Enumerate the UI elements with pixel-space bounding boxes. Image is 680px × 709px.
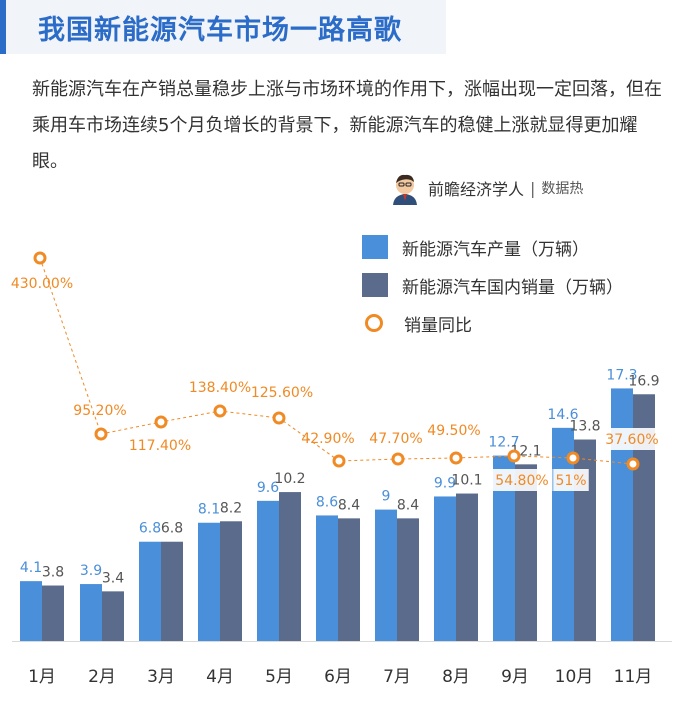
bar-production (316, 515, 338, 641)
bar-production (80, 584, 102, 641)
title-bar: 我国新能源汽车市场一路高歌 (0, 0, 446, 54)
x-tick-label: 5月 (265, 667, 293, 687)
yoy-label: 37.60% (605, 432, 658, 448)
bar-production (611, 388, 633, 641)
yoy-point (33, 251, 47, 265)
data-label-production: 6.8 (139, 521, 161, 537)
data-label-sales: 3.4 (102, 570, 124, 586)
legend-swatch-sales (362, 273, 388, 297)
yoy-point (272, 411, 286, 425)
data-label-sales: 10.1 (451, 473, 482, 489)
data-label-sales: 8.2 (220, 500, 242, 516)
yoy-label: 117.40% (129, 438, 191, 454)
yoy-label: 47.70% (369, 431, 422, 447)
bar-production (375, 509, 397, 641)
yoy-label-background (553, 469, 589, 491)
x-tick-label: 10月 (555, 667, 594, 687)
data-label-production: 17.3 (606, 367, 637, 383)
x-tick-label: 8月 (442, 667, 470, 687)
data-label-production: 9.6 (257, 480, 279, 496)
bar-sales (102, 591, 124, 641)
x-tick-label: 7月 (383, 667, 411, 687)
yoy-point (507, 449, 521, 463)
bar-production (20, 581, 42, 641)
bar-sales (42, 585, 64, 641)
bar-production (434, 496, 456, 641)
legend-label-production: 新能源汽车产量（万辆） (402, 239, 589, 260)
data-label-sales: 6.8 (161, 521, 183, 537)
bar-production (493, 455, 515, 641)
yoy-label-background (601, 428, 663, 450)
bar-sales (456, 493, 478, 641)
legend-item-production: 新能源汽车产量（万辆） (362, 228, 623, 266)
author-subtitle: 数据热 (541, 181, 584, 197)
yoy-label: 125.60% (251, 385, 313, 401)
yoy-point (213, 404, 227, 418)
x-tick-label: 6月 (324, 667, 352, 687)
data-label-production: 3.9 (80, 563, 102, 579)
yoy-point (626, 457, 640, 471)
data-label-sales: 10.2 (274, 471, 305, 487)
bar-sales (161, 541, 183, 641)
chart-legend: 新能源汽车产量（万辆） 新能源汽车国内销量（万辆） 销量同比 (362, 228, 623, 342)
yoy-point (566, 451, 580, 465)
x-tick-label: 9月 (501, 667, 529, 687)
data-label-production: 9 (382, 489, 391, 505)
bar-sales (633, 394, 655, 641)
yoy-label: 54.80% (495, 473, 548, 489)
yoy-label: 138.40% (189, 380, 251, 396)
bar-sales (338, 518, 360, 641)
data-label-sales: 3.8 (42, 565, 64, 581)
legend-label-sales: 新能源汽车国内销量（万辆） (402, 277, 623, 298)
data-label-production: 8.6 (316, 494, 338, 510)
yoy-label: 95.20% (73, 403, 126, 419)
yoy-label: 42.90% (301, 431, 354, 447)
bar-production (257, 500, 279, 641)
yoy-point (154, 415, 168, 429)
data-label-sales: 8.4 (338, 497, 360, 513)
legend-swatch-production (362, 235, 388, 259)
bar-sales (515, 464, 537, 641)
bar-production (139, 541, 161, 641)
data-label-sales: 13.8 (569, 419, 600, 435)
legend-item-yoy: 销量同比 (362, 304, 623, 342)
legend-item-sales: 新能源汽车国内销量（万辆） (362, 266, 623, 304)
yoy-label: 49.50% (427, 423, 480, 439)
data-label-production: 8.1 (198, 502, 220, 518)
bar-sales (220, 521, 242, 641)
author-credit: 前瞻经济学人 | 数据热 (388, 170, 583, 206)
description-text: 新能源汽车在产销总量稳步上涨与市场环境的作用下，涨幅出现一定回落，但在乘用车市场… (32, 79, 662, 172)
data-label-production: 9.9 (434, 475, 456, 491)
bar-sales (279, 492, 301, 641)
x-tick-label: 4月 (206, 667, 234, 687)
x-tick-label: 1月 (28, 667, 56, 687)
yoy-point (332, 454, 346, 468)
data-label-production: 14.6 (547, 407, 578, 423)
page-title: 我国新能源汽车市场一路高歌 (38, 15, 402, 46)
yoy-label: 430.00% (11, 276, 73, 292)
x-tick-label: 3月 (147, 667, 175, 687)
yoy-point (449, 451, 463, 465)
data-label-sales: 8.4 (397, 497, 419, 513)
legend-label-yoy: 销量同比 (404, 315, 472, 336)
author-avatar-icon (393, 174, 417, 205)
author-name: 前瞻经济学人 (428, 180, 525, 199)
yoy-point (94, 427, 108, 441)
x-tick-label: 2月 (88, 667, 116, 687)
x-tick-label: 11月 (614, 667, 653, 687)
data-label-production: 4.1 (20, 560, 42, 576)
yoy-label-background (491, 469, 553, 491)
yoy-point (391, 452, 405, 466)
data-label-sales: 16.9 (628, 373, 659, 389)
data-label-production: 12.7 (488, 435, 519, 451)
legend-marker-yoy (365, 314, 383, 332)
bar-production (198, 522, 220, 641)
bar-sales (397, 518, 419, 641)
author-separator: | (530, 178, 536, 198)
yoy-label: 51% (555, 473, 586, 489)
